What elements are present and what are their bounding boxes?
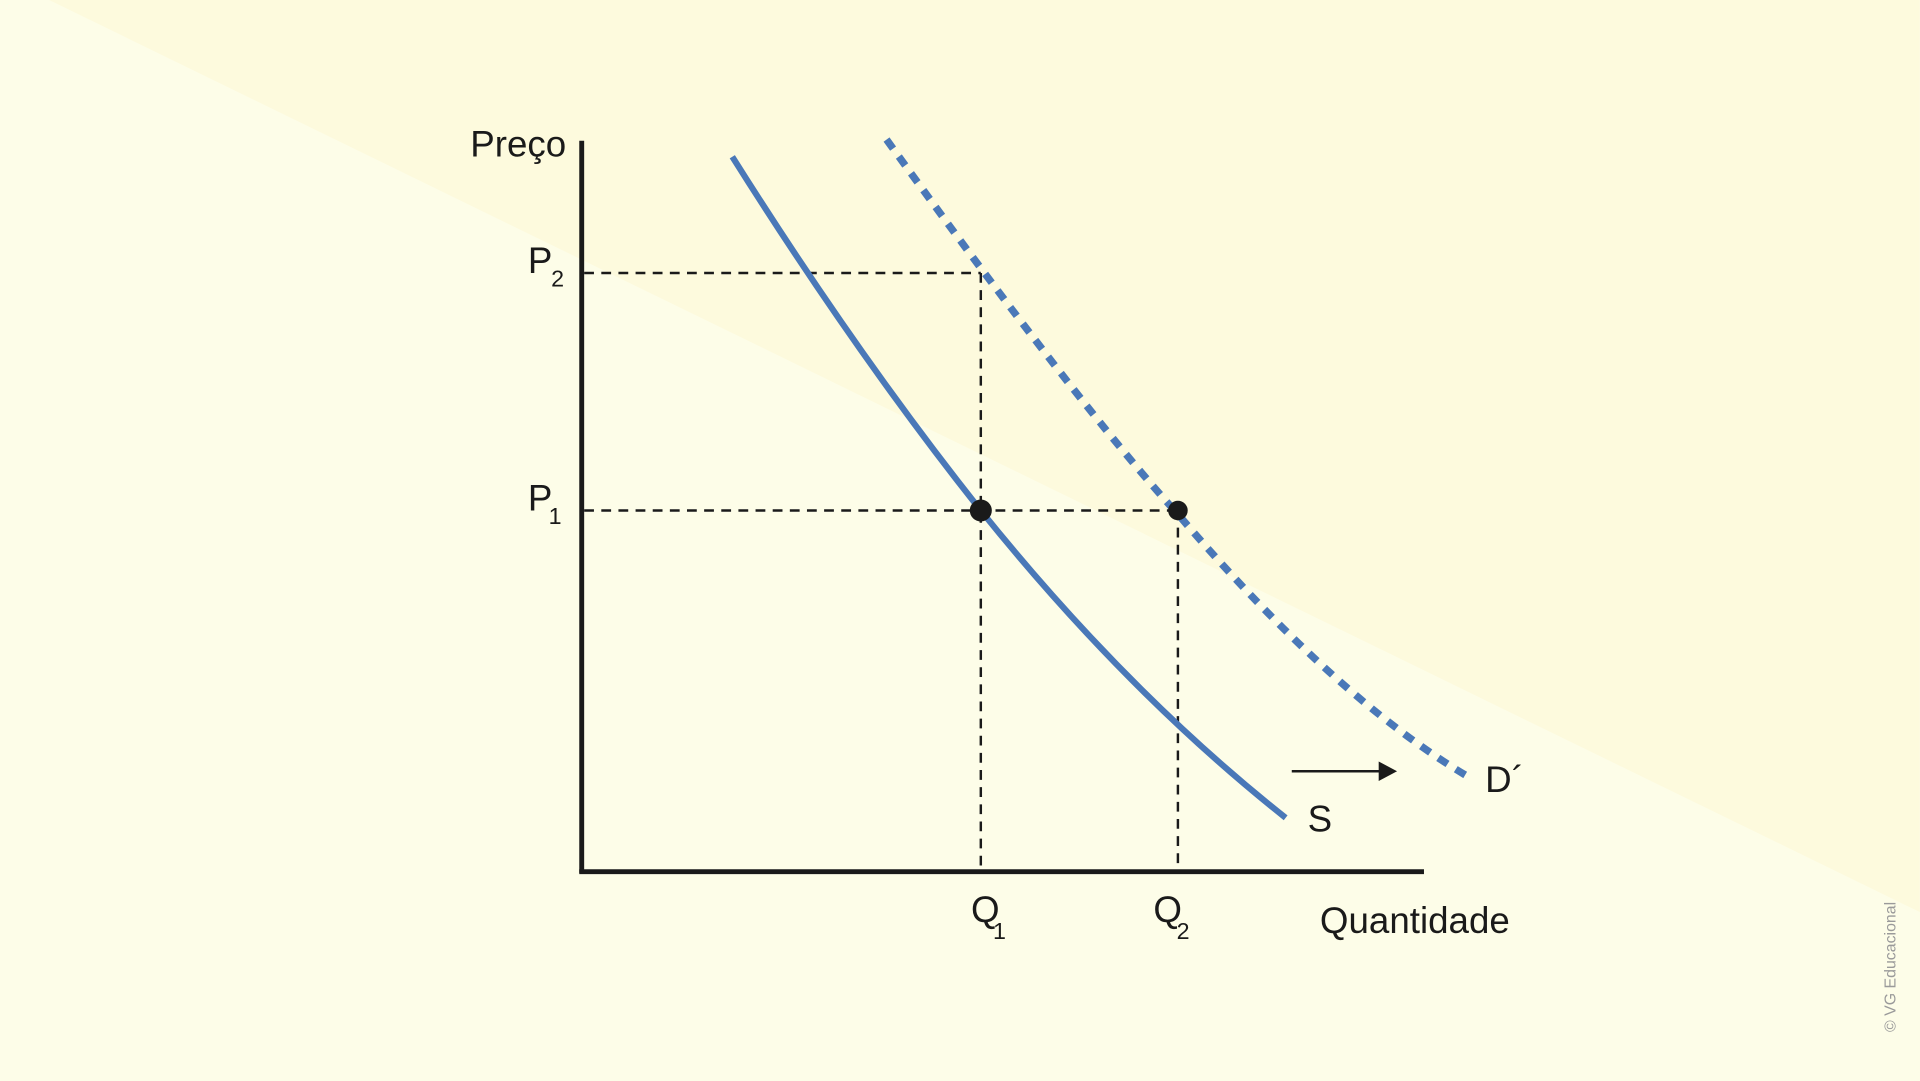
demand-label: D´ (1485, 759, 1524, 800)
equilibrium-point (1168, 500, 1188, 521)
quantity-label: Q (1153, 889, 1182, 930)
y-axis-label: Preço (470, 124, 566, 165)
quantity-subscript: 2 (1177, 918, 1190, 944)
price-subscript: 2 (551, 265, 564, 291)
background-band (49, 0, 1920, 913)
demand-curve (883, 137, 1472, 781)
x-axis-label: Quantidade (1320, 900, 1510, 941)
equilibrium-point (969, 499, 992, 522)
quantity-label: Q (971, 889, 1000, 930)
quantity-subscript: 1 (993, 918, 1006, 944)
supply-label: S (1308, 798, 1333, 839)
price-subscript: 1 (549, 503, 562, 529)
price-label: P (528, 478, 553, 519)
credit: © VG Educacional (1882, 902, 1899, 1032)
shift-arrow-head (1378, 761, 1398, 782)
price-label: P (528, 240, 553, 281)
